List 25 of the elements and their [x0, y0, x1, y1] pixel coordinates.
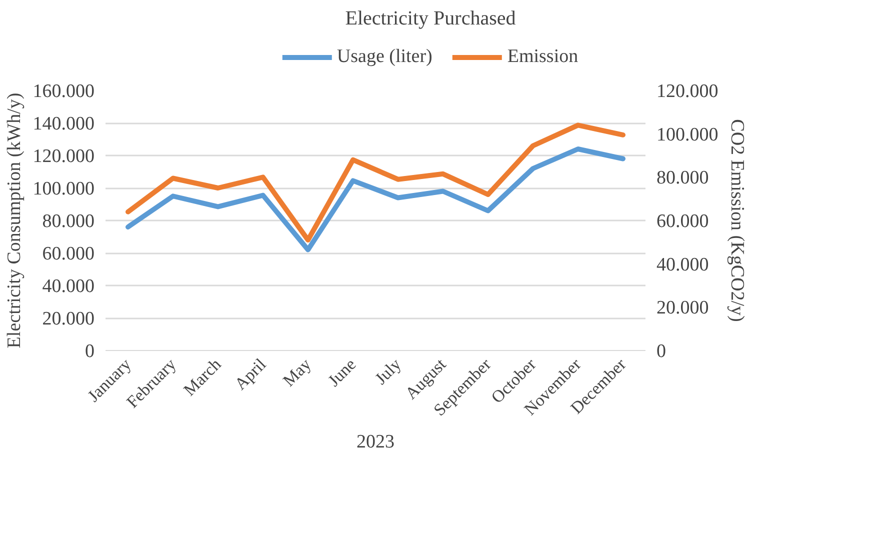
y2-tick-label: 80.000	[656, 168, 709, 189]
y-tick-label: 40.000	[42, 276, 94, 297]
y2-tick-label: 60.000	[656, 211, 709, 232]
y-tick-label: 100.000	[32, 178, 94, 200]
y2-tick-label: 0	[656, 341, 666, 362]
y2-tick-label: 100.000	[656, 124, 718, 146]
legend-label: Emission	[507, 46, 578, 68]
y-tick-label: 160.000	[32, 81, 94, 102]
x-tick-label: May	[279, 354, 316, 390]
y-tick-label: 140.000	[32, 114, 94, 134]
y-tick-label: 20.000	[42, 308, 94, 330]
y-tick-label: 0	[85, 341, 94, 362]
chart-title: Electricity Purchased	[345, 8, 516, 30]
x-axis-title: 2023	[356, 431, 394, 452]
y-axis-title: Electricity Consumption (kWh/y)	[4, 92, 25, 348]
y2-tick-label: 20.000	[656, 298, 709, 319]
y2-tick-label: 120.000	[656, 81, 718, 102]
y2-axis-title: CO2 Emission (KgCO2/y)	[726, 119, 748, 322]
x-tick-label: July	[371, 354, 406, 388]
x-tick-label: June	[324, 354, 360, 390]
legend-label: Usage (liter)	[336, 46, 432, 68]
y2-tick-label: 40.000	[656, 254, 709, 276]
y-tick-label: 120.000	[32, 146, 94, 167]
y-tick-label: 80.000	[42, 211, 94, 232]
y-tick-label: 60.000	[42, 244, 94, 264]
